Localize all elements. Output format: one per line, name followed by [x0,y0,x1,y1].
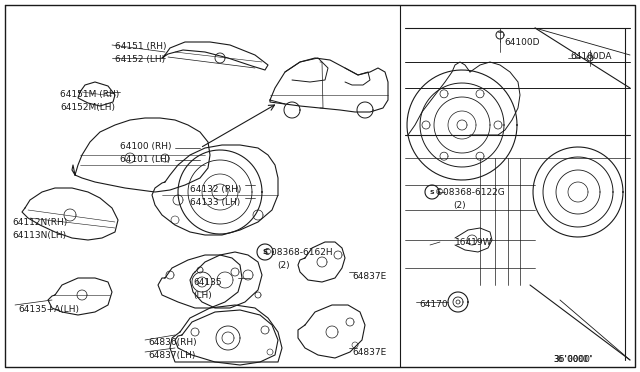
Text: 64133 (LH): 64133 (LH) [190,198,240,207]
Text: 36'0000': 36'0000' [553,355,593,364]
Text: S: S [429,189,435,195]
Text: 64100 (RH): 64100 (RH) [120,142,172,151]
Text: 36'0000': 36'0000' [553,355,593,364]
Text: (LH): (LH) [193,291,212,300]
Text: 16419W: 16419W [455,238,493,247]
Text: 64836(RH): 64836(RH) [148,338,196,347]
Text: (2): (2) [277,261,290,270]
Text: 64112N(RH): 64112N(RH) [12,218,67,227]
Text: 64101 (LH): 64101 (LH) [120,155,170,164]
Text: 64135: 64135 [193,278,221,287]
Text: 64152M(LH): 64152M(LH) [60,103,115,112]
Text: 64151 (RH): 64151 (RH) [115,42,166,51]
Text: 64113N(LH): 64113N(LH) [12,231,66,240]
Text: ©08368-6122G: ©08368-6122G [435,188,506,197]
Text: 64152 (LH): 64152 (LH) [115,55,165,64]
Text: 64100D: 64100D [504,38,540,47]
Text: 64151M (RH): 64151M (RH) [60,90,119,99]
Text: 64837(LH): 64837(LH) [148,351,195,360]
Text: 64170: 64170 [419,300,447,309]
Text: S: S [262,249,268,255]
Text: 64135+A(LH): 64135+A(LH) [18,305,79,314]
Text: 64837E: 64837E [352,272,387,281]
Text: 64132 (RH): 64132 (RH) [190,185,241,194]
Text: 64837E: 64837E [352,348,387,357]
Text: (2): (2) [453,201,466,210]
Text: ©08368-6162H: ©08368-6162H [263,248,333,257]
Text: 64100DA: 64100DA [570,52,611,61]
